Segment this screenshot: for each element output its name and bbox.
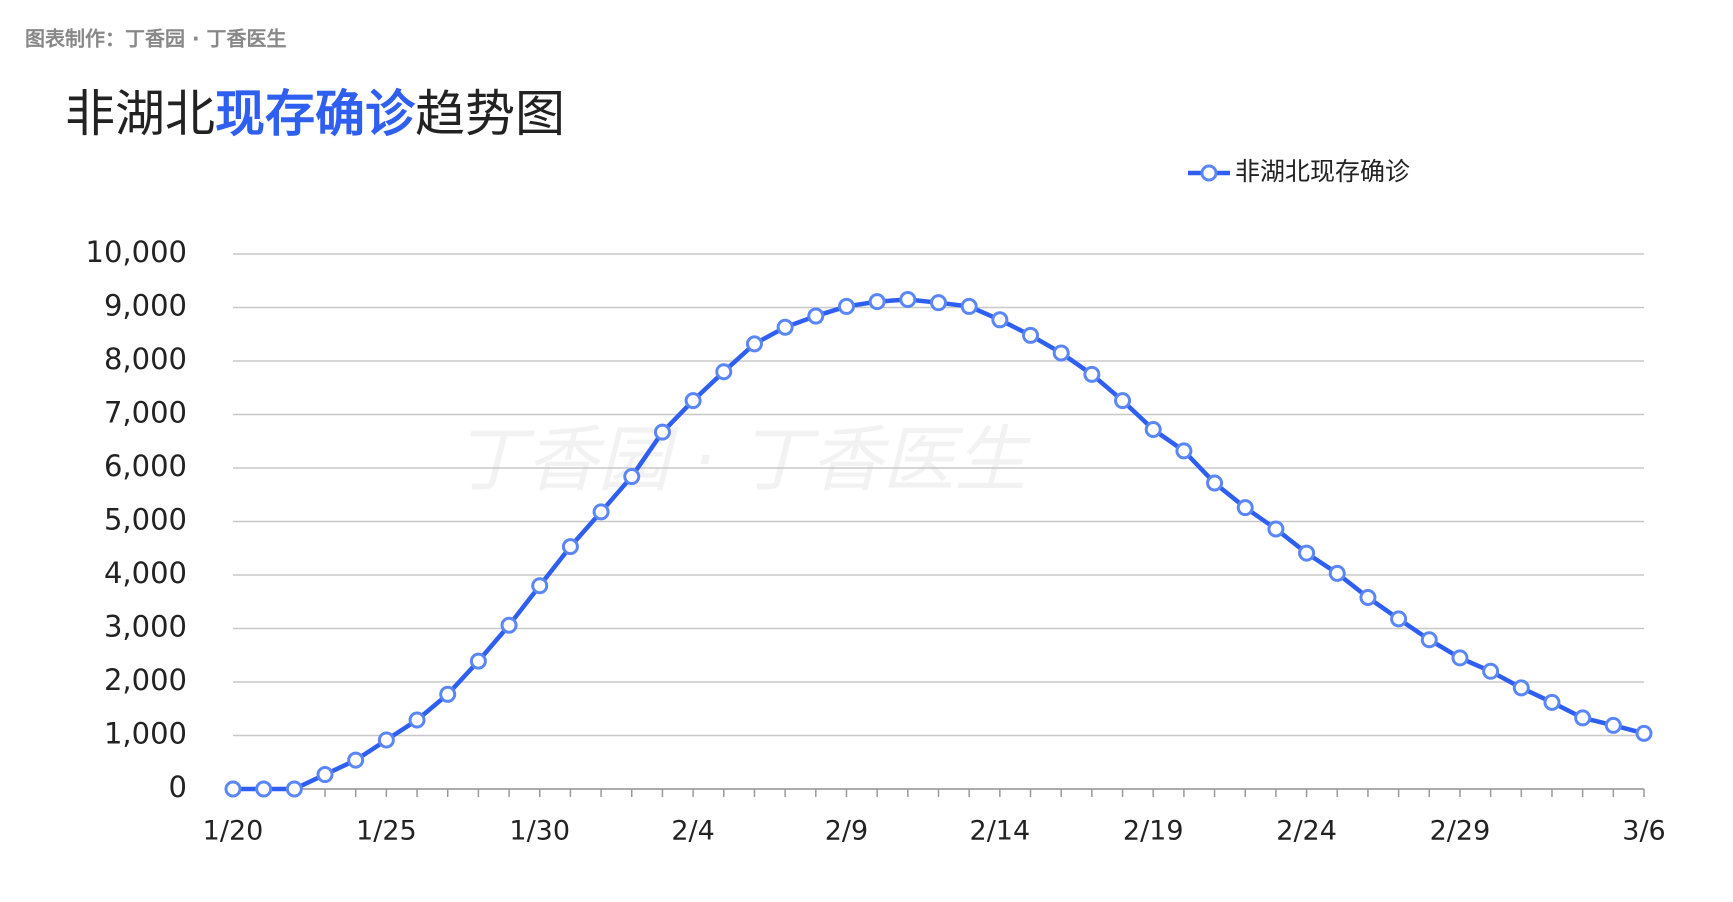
x-tick-label: 2/14 xyxy=(970,816,1031,847)
x-tick-label: 2/9 xyxy=(825,816,868,847)
point xyxy=(1359,588,1377,606)
point xyxy=(1420,631,1438,649)
y-tick-label: 9,000 xyxy=(104,289,187,323)
title-highlight: 现存确诊 xyxy=(215,85,416,143)
point xyxy=(1451,649,1469,667)
x-tick-label: 1/20 xyxy=(203,816,264,847)
point xyxy=(1298,544,1316,562)
chart-title: 非湖北现存确诊趋势图 xyxy=(65,85,565,143)
point xyxy=(1083,365,1101,383)
y-tick-label: 0 xyxy=(169,770,187,804)
point xyxy=(1114,392,1132,410)
y-tick-label: 2,000 xyxy=(104,663,187,697)
point xyxy=(439,685,457,703)
point xyxy=(1052,344,1070,362)
x-tick-label: 3/6 xyxy=(1622,816,1665,847)
point xyxy=(1635,724,1653,742)
x-tick-label: 1/25 xyxy=(356,816,417,847)
point xyxy=(745,335,763,353)
title-part: 非湖北 xyxy=(65,85,215,143)
series-line xyxy=(233,297,1645,792)
point xyxy=(1328,564,1346,582)
point xyxy=(1175,442,1193,460)
y-tick-label: 8,000 xyxy=(104,342,187,376)
point xyxy=(377,731,395,749)
point xyxy=(285,780,303,798)
point xyxy=(653,423,671,441)
point xyxy=(991,311,1009,329)
point xyxy=(1482,662,1500,680)
point xyxy=(224,780,242,798)
point xyxy=(408,711,426,729)
source: 图表制作：丁香园 · 丁香医生 xyxy=(25,27,287,51)
point xyxy=(776,318,794,336)
point xyxy=(1022,326,1040,344)
point xyxy=(531,577,549,595)
point xyxy=(1206,474,1224,492)
point xyxy=(1144,420,1162,438)
y-tick-label: 7,000 xyxy=(104,396,187,430)
x-tick-label: 2/19 xyxy=(1123,816,1184,847)
y-tick-label: 4,000 xyxy=(104,556,187,590)
y-tick-label: 5,000 xyxy=(104,503,187,537)
point xyxy=(1512,679,1530,697)
point xyxy=(1604,716,1622,734)
y-tick-label: 3,000 xyxy=(104,610,187,644)
point xyxy=(469,652,487,670)
x-tick-label: 2/4 xyxy=(671,816,714,847)
x-tick-label: 2/24 xyxy=(1276,816,1337,847)
point xyxy=(684,392,702,410)
y-tick-label: 10,000 xyxy=(86,235,187,269)
watermark: 丁香园 · 丁香医生 xyxy=(454,418,1032,502)
point xyxy=(561,538,579,556)
point xyxy=(899,290,917,308)
point xyxy=(1390,610,1408,628)
point xyxy=(347,751,365,769)
point xyxy=(255,780,273,798)
legend-label: 非湖北现存确诊 xyxy=(1235,157,1410,186)
x-tick-label: 1/30 xyxy=(509,816,570,847)
y-tick-label: 6,000 xyxy=(104,449,187,483)
title-part: 趋势图 xyxy=(415,85,565,143)
y-tick-label: 1,000 xyxy=(104,717,187,751)
point xyxy=(807,307,825,325)
point xyxy=(1267,520,1285,538)
point xyxy=(592,503,610,521)
point xyxy=(500,616,518,634)
point xyxy=(715,363,733,381)
point xyxy=(623,468,641,486)
point xyxy=(868,293,886,311)
point xyxy=(930,294,947,312)
point xyxy=(960,297,978,315)
point xyxy=(1543,693,1561,711)
x-tick-label: 2/29 xyxy=(1430,816,1491,847)
point xyxy=(1236,499,1254,517)
point xyxy=(1574,709,1592,727)
legend-marker xyxy=(1200,164,1218,182)
point xyxy=(316,766,334,784)
point xyxy=(837,297,855,315)
